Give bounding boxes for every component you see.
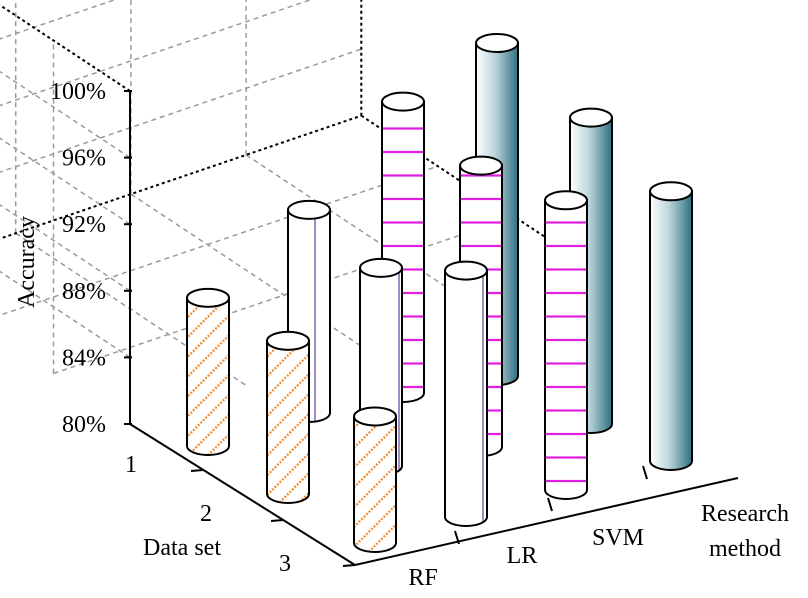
cylinder-top	[459, 155, 503, 176]
tick	[547, 497, 553, 512]
dataset-axis-line	[129, 423, 356, 566]
bar-s4-d3	[649, 181, 693, 471]
cylinder-body	[444, 269, 488, 527]
z-tick-label: 84%	[62, 345, 106, 371]
tick	[454, 530, 460, 545]
cylinder-top	[544, 190, 588, 211]
grid-line	[0, 0, 313, 292]
z-axis: 80% 84% 88% 92% 96% 100%	[50, 79, 132, 438]
z-tick-label: 80%	[62, 412, 106, 438]
y-axis-title: Data set	[143, 535, 221, 561]
cylinder-body	[649, 190, 693, 471]
cylinder-body	[353, 415, 397, 553]
x-axis-title-line2: method	[709, 536, 781, 562]
cylinder-top	[266, 330, 310, 351]
dataset-label-2: 2	[200, 501, 212, 527]
cylinder-body	[266, 339, 310, 504]
z-tick-label: 100%	[50, 79, 106, 105]
bar-s1-d2	[266, 330, 310, 504]
bar-s1-d1	[186, 287, 230, 456]
x-axis-title-line1: Research	[701, 501, 789, 527]
bar-s3-d3	[544, 190, 588, 500]
method-label-lr: LR	[507, 543, 538, 569]
cylinder-top	[475, 33, 519, 54]
grid-line	[245, 154, 477, 308]
z-tick-label: 88%	[62, 279, 106, 305]
grid-line	[0, 3, 131, 92]
z-tick-label: 92%	[62, 212, 106, 238]
tick	[642, 465, 648, 480]
tick	[270, 519, 284, 522]
bars	[186, 33, 693, 553]
cylinder-top	[186, 287, 230, 308]
cylinder-top	[569, 107, 613, 128]
grid-line	[0, 70, 131, 159]
cylinder-top	[649, 181, 693, 202]
back-wall-grid	[0, 0, 362, 374]
cylinder-top	[381, 91, 425, 112]
cylinder-body	[186, 296, 230, 456]
cylinder-top	[359, 257, 403, 278]
z-tick-label: 96%	[62, 146, 106, 172]
dataset-label-1: 1	[125, 452, 137, 478]
tick	[190, 469, 204, 472]
cylinder-top	[287, 199, 331, 220]
cylinder-body	[544, 199, 588, 500]
cylinder-top	[353, 406, 397, 427]
cylinder-top	[444, 260, 488, 281]
method-label-rf: RF	[408, 565, 437, 591]
z-axis-title: Accuracy	[14, 216, 40, 308]
method-label-svm: SVM	[592, 525, 644, 551]
tick	[342, 564, 356, 567]
bar-s2-d3	[444, 260, 488, 527]
dataset-label-3: 3	[279, 551, 291, 577]
method-axis-line	[354, 477, 739, 566]
chart-axes	[129, 91, 739, 567]
bar-s1-d3	[353, 406, 397, 553]
